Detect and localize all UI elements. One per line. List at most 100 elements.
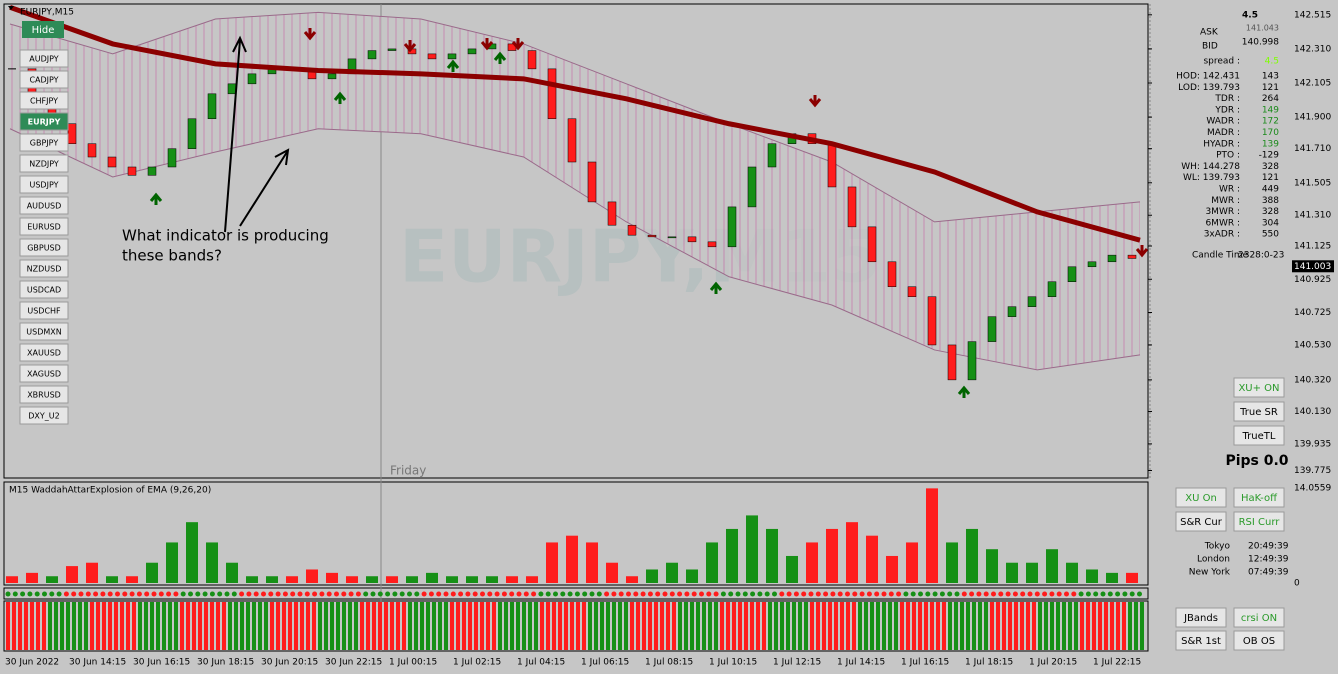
signal-bar bbox=[72, 602, 76, 650]
signal-bar bbox=[384, 602, 388, 650]
signal-bar bbox=[360, 602, 364, 650]
button[interactable] bbox=[1233, 425, 1285, 446]
signal-bar bbox=[132, 602, 136, 650]
button[interactable] bbox=[1233, 487, 1285, 508]
signal-bar bbox=[870, 602, 874, 650]
hist-bar bbox=[1026, 562, 1038, 583]
button[interactable] bbox=[1175, 607, 1227, 628]
symbol-button[interactable] bbox=[19, 322, 69, 341]
signal-bar bbox=[1068, 602, 1072, 650]
signal-bar bbox=[534, 602, 538, 650]
signal-bar bbox=[228, 602, 232, 650]
dot bbox=[618, 591, 624, 597]
x-tick-label: 1 Jul 22:15 bbox=[1093, 658, 1141, 668]
hist-bar bbox=[306, 569, 318, 583]
hist-bar bbox=[626, 576, 638, 583]
button[interactable] bbox=[1233, 401, 1285, 422]
signal-bar bbox=[474, 602, 478, 650]
candle bbox=[447, 53, 457, 60]
candle bbox=[847, 186, 857, 228]
dot bbox=[991, 591, 996, 597]
dot bbox=[312, 591, 318, 597]
signal-bar bbox=[678, 602, 682, 650]
symbol-button[interactable] bbox=[19, 154, 69, 173]
signal-bar bbox=[954, 602, 958, 650]
signal-bar bbox=[630, 602, 634, 650]
symbol-button[interactable] bbox=[19, 280, 69, 299]
dot bbox=[304, 591, 310, 597]
dot bbox=[560, 591, 566, 597]
symbol-button[interactable] bbox=[19, 49, 69, 68]
signal-bar bbox=[204, 602, 208, 650]
candle bbox=[467, 48, 477, 55]
signal-bar bbox=[1110, 602, 1114, 650]
dot bbox=[231, 591, 237, 597]
dot bbox=[465, 591, 471, 597]
dot bbox=[334, 591, 339, 597]
dot bbox=[1005, 591, 1011, 597]
signal-bar bbox=[336, 602, 340, 650]
signal-bar bbox=[150, 602, 154, 650]
button[interactable] bbox=[1233, 607, 1285, 628]
dot bbox=[720, 591, 726, 597]
symbol-button[interactable] bbox=[19, 112, 69, 131]
signal-bar bbox=[426, 602, 430, 650]
session-city: New York bbox=[1189, 568, 1231, 578]
dot bbox=[728, 591, 734, 597]
button[interactable] bbox=[1233, 630, 1285, 651]
symbol-button[interactable] bbox=[19, 196, 69, 215]
dot bbox=[1020, 591, 1026, 597]
hist-bar bbox=[346, 576, 358, 583]
symbol-button[interactable] bbox=[19, 301, 69, 320]
candle bbox=[1027, 296, 1037, 307]
dot bbox=[275, 591, 281, 597]
symbol-button[interactable] bbox=[19, 133, 69, 152]
dot bbox=[122, 591, 128, 597]
symbol-button[interactable] bbox=[19, 70, 69, 89]
info-label: MADR : bbox=[1207, 128, 1240, 138]
signal-bar bbox=[480, 602, 484, 650]
dot bbox=[27, 591, 33, 597]
symbol-button[interactable] bbox=[19, 91, 69, 110]
button[interactable] bbox=[1233, 511, 1285, 532]
symbol-button[interactable] bbox=[19, 343, 69, 362]
dot bbox=[428, 591, 434, 597]
x-tick-label: 1 Jul 02:15 bbox=[453, 658, 501, 668]
symbol-button[interactable] bbox=[19, 259, 69, 278]
signal-bar bbox=[162, 602, 166, 650]
candle bbox=[1107, 254, 1117, 263]
signal-bar bbox=[552, 602, 556, 650]
button[interactable] bbox=[1175, 630, 1227, 651]
symbol-button[interactable] bbox=[19, 364, 69, 383]
dot bbox=[983, 591, 989, 597]
hist-bar bbox=[1006, 562, 1018, 583]
hist-bar bbox=[1126, 572, 1138, 583]
candle bbox=[567, 118, 577, 163]
info-label: PTO : bbox=[1216, 151, 1240, 161]
dot bbox=[1034, 591, 1040, 597]
symbol-button[interactable] bbox=[19, 238, 69, 257]
symbol-button[interactable] bbox=[19, 175, 69, 194]
dot bbox=[538, 591, 544, 597]
signal-bar bbox=[1086, 602, 1090, 650]
dot bbox=[553, 591, 558, 597]
dot bbox=[1085, 591, 1091, 597]
dot bbox=[713, 591, 719, 597]
button[interactable] bbox=[1175, 487, 1227, 508]
hist-bar bbox=[46, 576, 58, 583]
signal-bar bbox=[60, 602, 64, 650]
button[interactable] bbox=[1175, 511, 1227, 532]
symbol-button[interactable] bbox=[19, 385, 69, 404]
button[interactable] bbox=[1233, 377, 1285, 398]
signal-bar bbox=[726, 602, 730, 650]
signal-bar bbox=[372, 602, 376, 650]
signal-bar bbox=[864, 602, 868, 650]
dot bbox=[626, 591, 631, 597]
dot bbox=[677, 591, 683, 597]
symbol-button[interactable] bbox=[19, 406, 69, 425]
symbol-button[interactable] bbox=[19, 217, 69, 236]
info-label: HYADR : bbox=[1203, 139, 1240, 149]
dot bbox=[49, 591, 55, 597]
session-time: 20:49:39 bbox=[1248, 542, 1289, 552]
hide-button[interactable] bbox=[22, 21, 64, 38]
